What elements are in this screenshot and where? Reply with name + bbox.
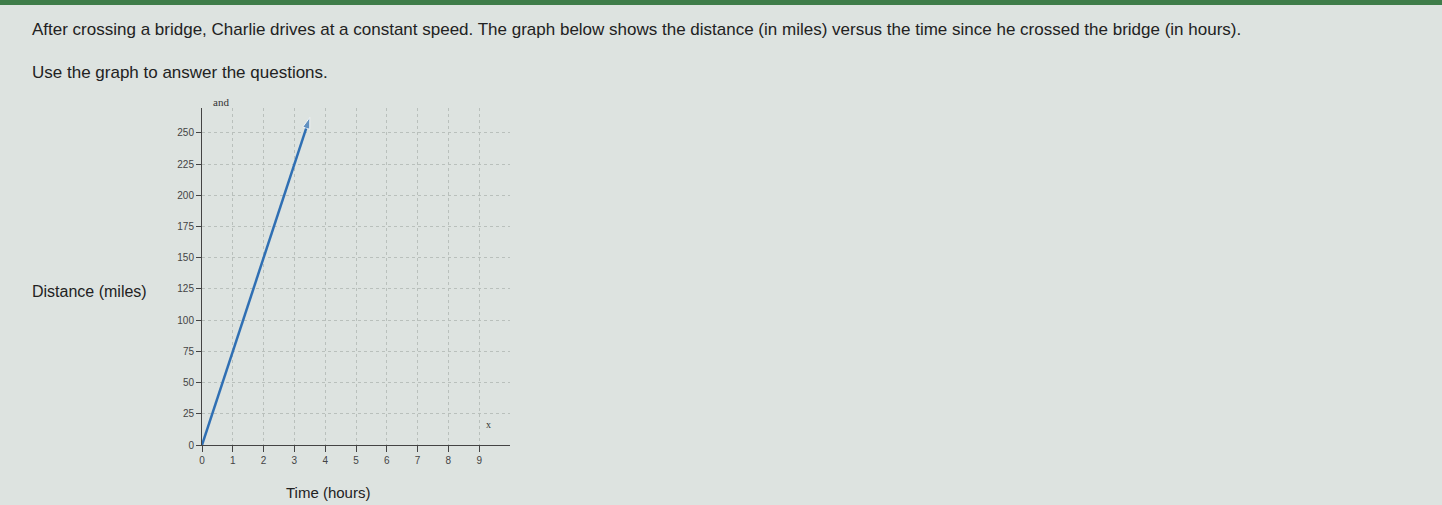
svg-text:250: 250: [177, 127, 194, 138]
html-text:Use the graph to answer the qu: Use the graph to answer the questions.: [32, 63, 328, 82]
svg-text:8: 8: [446, 455, 452, 466]
svg-text:and: and: [213, 96, 229, 108]
svg-text:175: 175: [177, 221, 194, 232]
svg-text:9: 9: [476, 455, 482, 466]
svg-text:0: 0: [199, 455, 205, 466]
svg-text:225: 225: [177, 159, 194, 170]
svg-text:125: 125: [177, 283, 194, 294]
svg-text:3: 3: [292, 455, 298, 466]
svg-text:4: 4: [322, 455, 328, 466]
html-text:Time (hours): Time (hours): [286, 484, 371, 501]
svg-text:75: 75: [183, 346, 195, 357]
svg-text:7: 7: [415, 455, 421, 466]
svg-text:100: 100: [177, 315, 194, 326]
svg-text:x: x: [486, 419, 491, 430]
svg-text:50: 50: [183, 377, 195, 388]
svg-text:150: 150: [177, 252, 194, 263]
svg-text:6: 6: [384, 455, 390, 466]
html-text:After crossing a bridge, Charl: After crossing a bridge, Charlie drives …: [32, 20, 1242, 39]
svg-text:2: 2: [261, 455, 267, 466]
svg-text:25: 25: [183, 408, 195, 419]
svg-text:0: 0: [188, 440, 194, 451]
html-text:Distance (miles): Distance (miles): [32, 283, 147, 300]
svg-text:1: 1: [230, 455, 236, 466]
svg-text:5: 5: [353, 455, 359, 466]
svg-text:200: 200: [177, 190, 194, 201]
